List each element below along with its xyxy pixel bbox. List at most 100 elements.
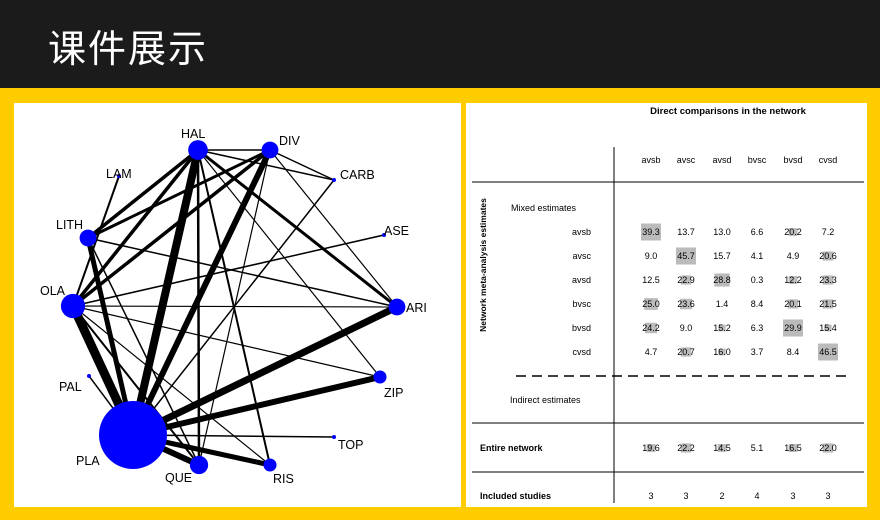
included-studies-cell-cvsd: 3 [825, 491, 830, 501]
contribution-matrix-panel: Direct comparisons in the network Mixed … [466, 103, 867, 507]
node-label-pal: PAL [59, 380, 82, 394]
node-label-lith: LITH [56, 218, 83, 232]
row-bvsd-shade-avsb [645, 322, 657, 334]
row-cvsd-shade-cvsd [818, 343, 838, 361]
node-div [261, 141, 279, 159]
row-avsd-shade-bvsd [788, 276, 798, 284]
row-avsc-cell-avsb: 9.0 [645, 251, 658, 261]
row-bvsc-shade-avsc [680, 298, 692, 310]
edge-ola-ari [72, 305, 398, 308]
row-cvsd-cell-cvsd: 46.5 [819, 347, 837, 357]
row-bvsd-shade-cvsd [824, 324, 832, 332]
row-avsb-shade-avsb [641, 223, 661, 241]
node-ase [382, 233, 386, 237]
row-avsc-shade-cvsd [822, 251, 834, 261]
node-carb [332, 178, 336, 182]
node-label-carb: CARB [340, 168, 375, 182]
row-avsb-cell-avsd: 13.0 [713, 227, 731, 237]
row-avsb-shade-bvsd [788, 228, 798, 236]
row-bvsd-cell-cvsd: 15.4 [819, 323, 837, 333]
column-header-bvsd: bvsd [783, 155, 802, 165]
row-bvsd-shade-avsd [718, 324, 726, 332]
entire-network-shade-avsd [717, 444, 727, 452]
matrix-title: Direct comparisons in the network [650, 106, 806, 117]
row-avsd-cell-avsd: 28.8 [713, 275, 731, 285]
row-bvsd-cell-bvsc: 6.3 [751, 323, 764, 333]
node-label-lam: LAM [106, 167, 132, 181]
row-label-bvsd: bvsd [572, 323, 591, 333]
network-plot-panel: HAL DIV CARB LAM ASE LITH ARI OLA PAL ZIP TOP PLA QU… [14, 103, 461, 507]
row-avsc-cell-bvsc: 4.1 [751, 251, 764, 261]
node-ari [388, 298, 406, 316]
indirect-estimates-label: Indirect estimates [510, 395, 581, 405]
row-label-cvsd: cvsd [572, 347, 591, 357]
row-label-bvsc: bvsc [572, 299, 591, 309]
node-lam [117, 174, 121, 178]
row-avsd-cell-avsc: 22.9 [677, 275, 695, 285]
node-ris [263, 458, 277, 472]
row-bvsc-shade-cvsd [822, 299, 834, 309]
row-bvsc-shade-avsb [644, 298, 658, 310]
column-header-avsd: avsd [712, 155, 731, 165]
row-avsd-cell-bvsc: 0.3 [751, 275, 764, 285]
contribution-matrix: Direct comparisons in the network Mixed … [472, 106, 864, 503]
row-bvsc-cell-bvsc: 8.4 [751, 299, 764, 309]
row-bvsd-cell-avsd: 15.2 [713, 323, 731, 333]
node-top [332, 435, 336, 439]
edge-ola-ris [72, 305, 271, 466]
row-avsd-shade-avsc [680, 275, 692, 285]
included-studies-cell-bvsd: 3 [790, 491, 795, 501]
row-bvsc-cell-avsb: 25.0 [642, 299, 660, 309]
edge-pla-ari [131, 303, 399, 439]
row-avsd-shade-cvsd [822, 275, 834, 285]
row-avsd-cell-bvsd: 12.2 [784, 275, 802, 285]
row-avsb-cell-cvsd: 7.2 [822, 227, 835, 237]
row-bvsd-shade-bvsd [783, 319, 803, 337]
row-avsb-cell-avsc: 13.7 [677, 227, 695, 237]
entire-network-label: Entire network [480, 443, 544, 453]
edge-ola-zip [72, 305, 381, 378]
edge-hal-ola [71, 148, 200, 308]
included-studies-cell-avsc: 3 [683, 491, 688, 501]
node-label-zip: ZIP [384, 386, 403, 400]
entire-network-cell-avsc: 22.2 [677, 443, 695, 453]
row-bvsd-cell-bvsd: 29.9 [784, 323, 802, 333]
node-label-ari: ARI [406, 301, 427, 315]
edge-pla-hal [129, 149, 202, 436]
network-labels: HAL DIV CARB LAM ASE LITH ARI OLA PAL ZIP TOP PLA QU… [40, 127, 427, 486]
row-avsc-cell-bvsd: 4.9 [787, 251, 800, 261]
row-avsc-cell-avsc: 45.7 [677, 251, 695, 261]
edge-hal-zip [197, 149, 381, 378]
row-avsb-cell-bvsd: 20.2 [784, 227, 802, 237]
edge-div-que [198, 149, 271, 466]
edge-ola-que [72, 305, 200, 466]
mixed-estimates-label: Mixed estimates [511, 203, 577, 213]
node-hal [188, 140, 208, 160]
edge-ola-lam [72, 175, 120, 307]
entire-network-cell-bvsc: 5.1 [751, 443, 764, 453]
column-header-cvsd: cvsd [819, 155, 838, 165]
row-cvsd-cell-avsc: 20.7 [677, 347, 695, 357]
entire-network-shade-bvsd [788, 444, 798, 452]
node-label-ola: OLA [40, 284, 66, 298]
row-cvsd-cell-avsb: 4.7 [645, 347, 658, 357]
row-bvsd-cell-avsb: 24.2 [642, 323, 660, 333]
row-cvsd-shade-avsd [718, 348, 726, 356]
row-bvsc-cell-avsc: 23.6 [677, 299, 695, 309]
row-avsd-cell-cvsd: 23.3 [819, 275, 837, 285]
node-pla [99, 401, 167, 469]
edge-hal-ari [197, 148, 398, 309]
network-nodes [60, 140, 406, 475]
row-avsc-cell-avsd: 15.7 [713, 251, 731, 261]
edge-div-lith [87, 148, 271, 240]
node-lith [79, 229, 97, 247]
column-header-bvsc: bvsc [748, 155, 767, 165]
row-avsc-cell-cvsd: 20.6 [819, 251, 837, 261]
node-zip [373, 370, 387, 384]
row-cvsd-cell-bvsd: 8.4 [787, 347, 800, 357]
row-label-avsc: avsc [572, 251, 591, 261]
included-studies-label: Included studies [480, 491, 551, 501]
row-cvsd-shade-avsc [680, 347, 692, 357]
slide-header: 课件展示 [0, 0, 880, 88]
node-label-ase: ASE [384, 224, 409, 238]
